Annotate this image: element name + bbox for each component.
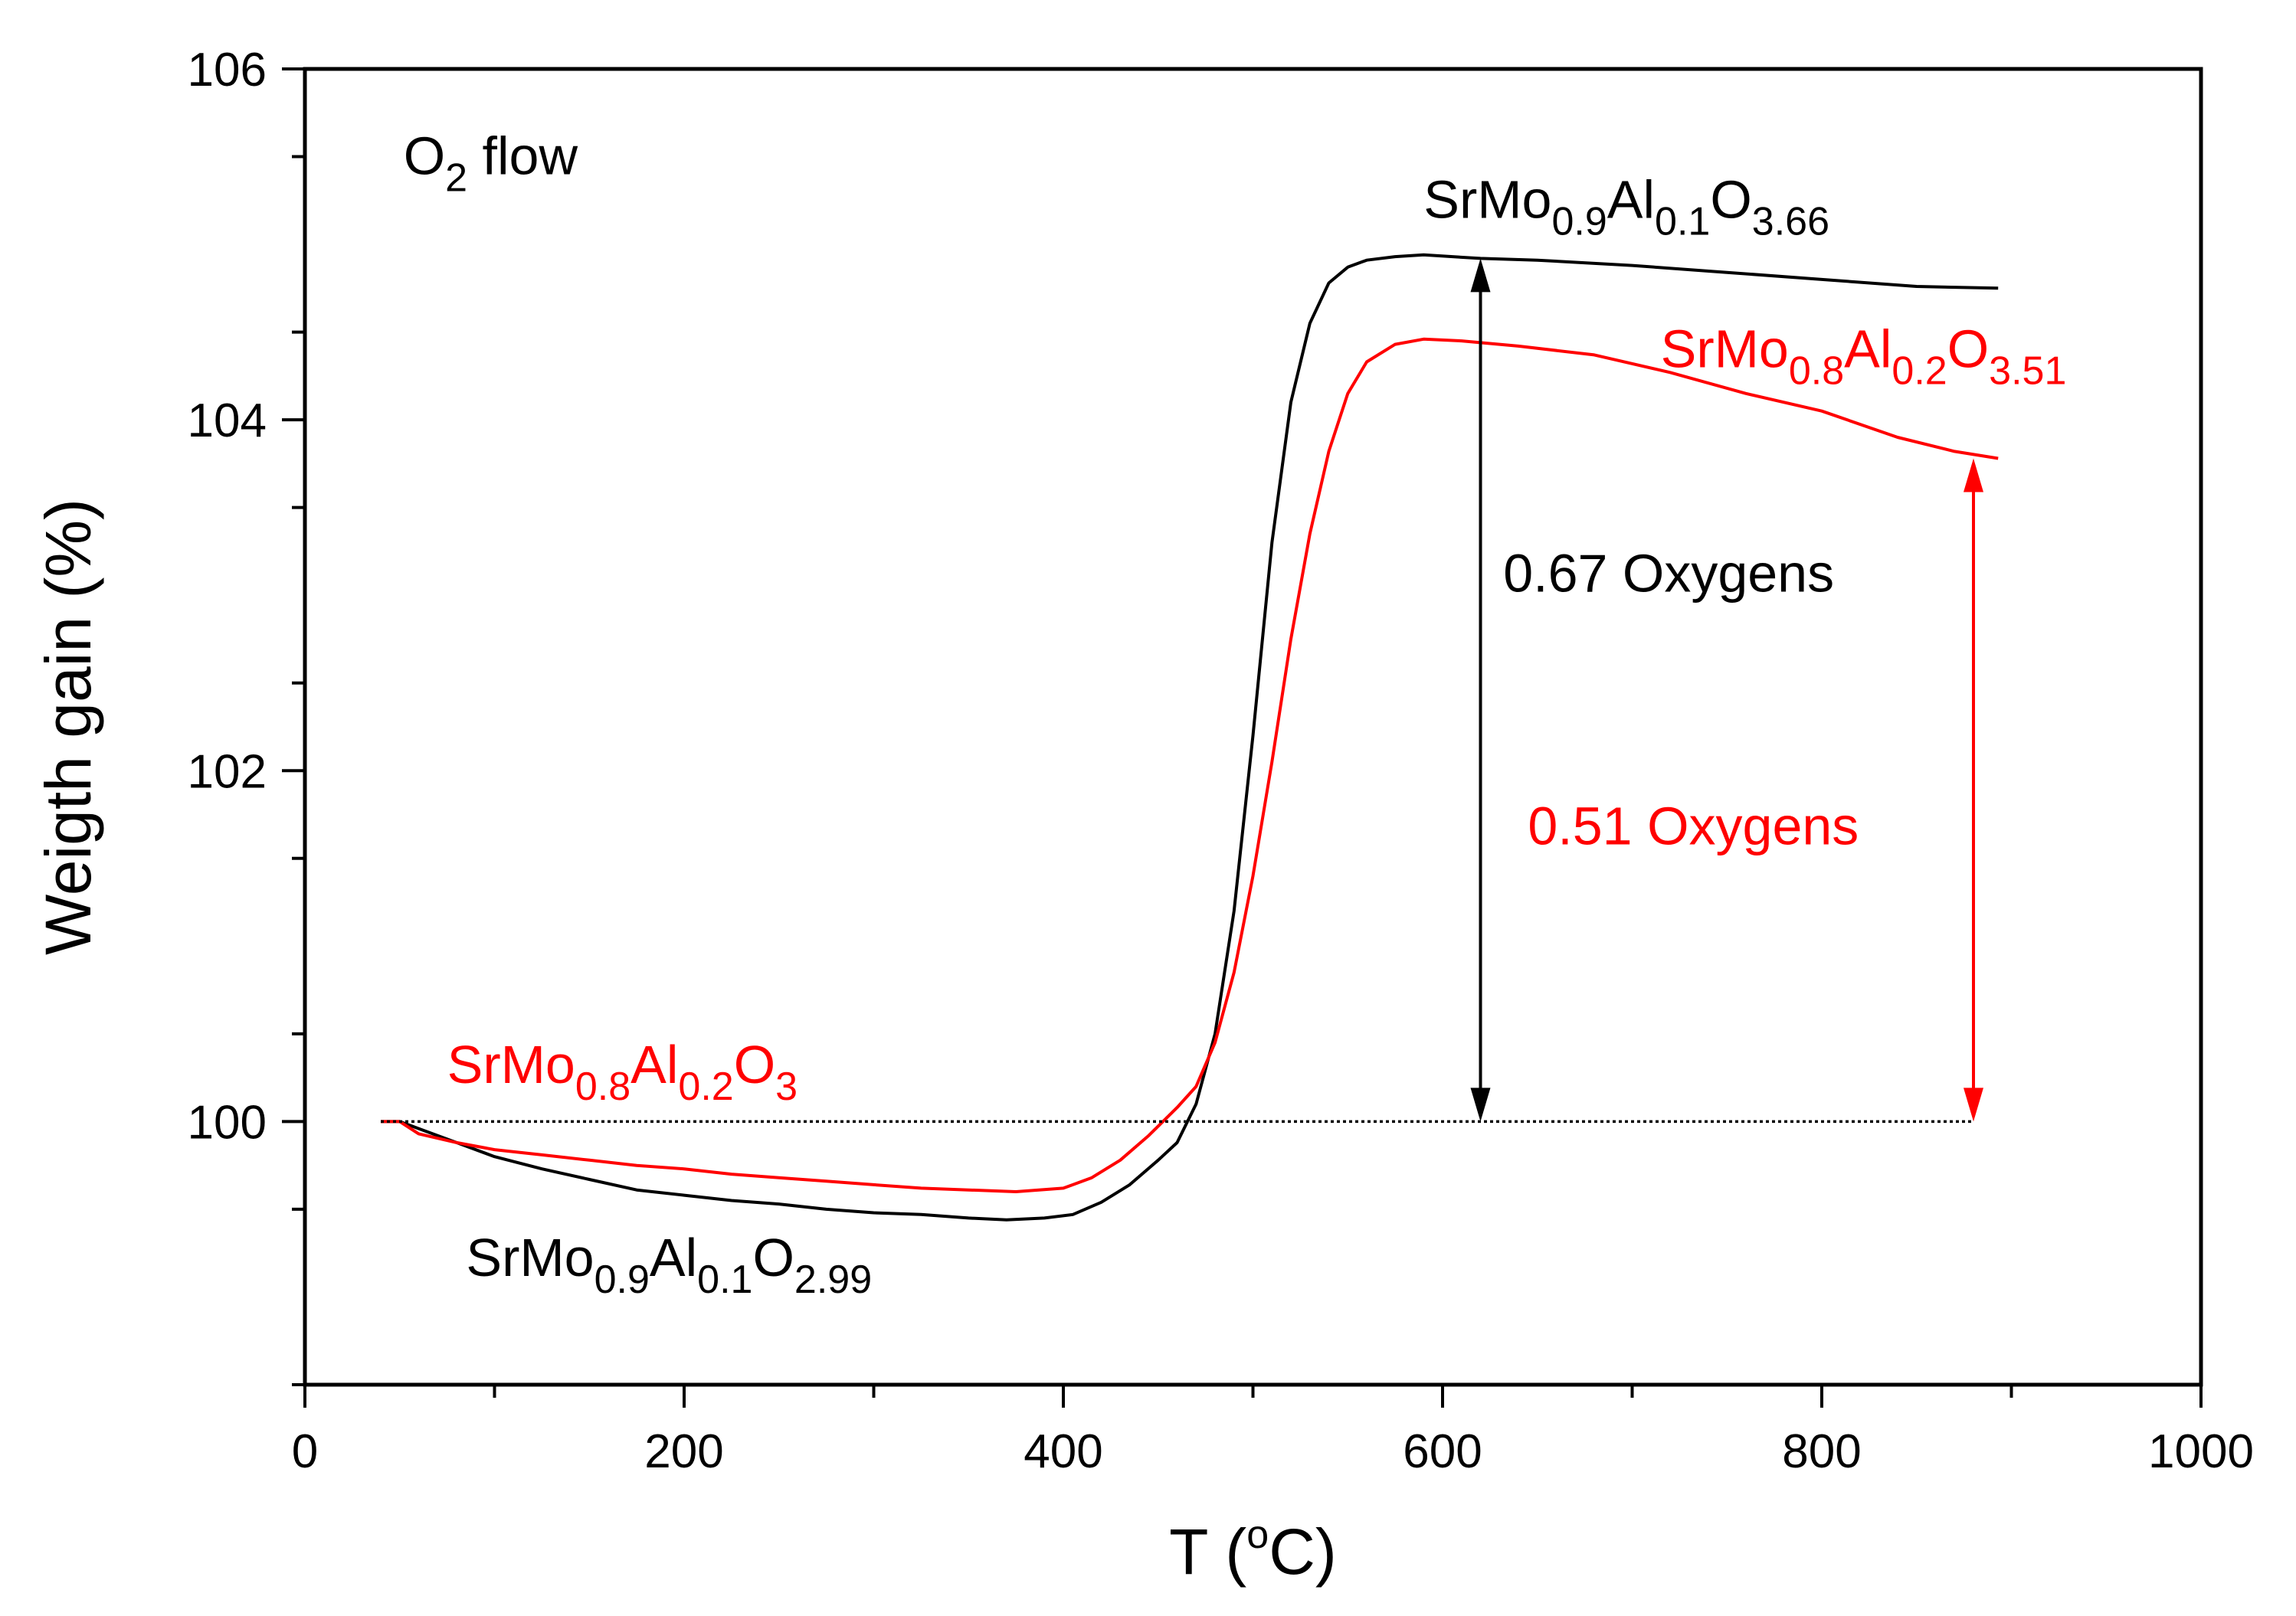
annotation-text: Al xyxy=(650,1228,697,1287)
series-line-2 xyxy=(381,337,1999,1193)
annotation-text: SrMo xyxy=(466,1228,594,1287)
annotation-subscript: 3.66 xyxy=(1752,200,1829,244)
annotation-text: O xyxy=(1947,319,1989,378)
y-tick-label: 104 xyxy=(188,394,267,447)
annotation-text: Al xyxy=(630,1035,678,1094)
annotation-text: 0.67 Oxygens xyxy=(1503,544,1834,604)
annotation-text: 0.51 Oxygens xyxy=(1528,796,1859,855)
annotation-text: Al xyxy=(1607,170,1655,230)
annotation-text: O xyxy=(1710,170,1751,230)
annotation-subscript: 0.8 xyxy=(575,1065,630,1109)
annotation-subscript: 3 xyxy=(775,1065,798,1109)
x-tick-label: 200 xyxy=(644,1425,723,1478)
annotation-label-black-oxygens: 0.67 Oxygens xyxy=(1503,544,1834,604)
annotation-text: SrMo xyxy=(1661,319,1789,378)
x-tick-label: 400 xyxy=(1024,1425,1102,1478)
annotation-o2-flow: O2 flow xyxy=(404,126,578,200)
annotation-subscript: 0.2 xyxy=(678,1065,733,1109)
series-line-1 xyxy=(381,253,1999,1222)
annotation-subscript: 0.2 xyxy=(1891,348,1947,393)
annotation-subscript: 0.1 xyxy=(1655,200,1710,244)
y-tick-label: 102 xyxy=(188,745,267,798)
annotation-text: O xyxy=(752,1228,794,1287)
series-layer xyxy=(381,253,1999,1222)
annotation-label-black-low: SrMo0.9Al0.1O2.99 xyxy=(466,1228,872,1302)
x-tick-label: 0 xyxy=(292,1425,318,1478)
annotation-text: SrMo xyxy=(447,1035,575,1094)
arrow-head-down xyxy=(1964,1088,1983,1122)
annotation-subscript: 0.9 xyxy=(1552,200,1607,244)
annotations-layer: O2 flowSrMo0.9Al0.1O3.66SrMo0.8Al0.2O3.5… xyxy=(404,126,2067,1302)
annotation-text: flow xyxy=(467,126,578,185)
ticks-layer: 0 200 400 600 800 1000 100 102 104 106 xyxy=(188,44,2254,1478)
annotation-label-red-oxygens: 0.51 Oxygens xyxy=(1528,796,1859,855)
arrow-head-up xyxy=(1964,458,1983,492)
x-tick-label: 800 xyxy=(1782,1425,1861,1478)
y-axis-title: Weigth gain (%) xyxy=(32,499,104,955)
annotation-subscript: 0.1 xyxy=(697,1258,752,1302)
annotation-text: Al xyxy=(1844,319,1891,378)
annotation-text: SrMo xyxy=(1423,170,1551,230)
annotation-subscript: 0.9 xyxy=(594,1258,650,1302)
annotation-label-black-high: SrMo0.9Al0.1O3.66 xyxy=(1423,170,1829,244)
y-tick-label: 100 xyxy=(188,1096,267,1149)
x-axis-title: T (oC) xyxy=(1169,1513,1337,1588)
annotation-text: O xyxy=(404,126,445,185)
x-axis-title-sup: o xyxy=(1246,1513,1269,1557)
x-tick-label: 600 xyxy=(1403,1425,1482,1478)
annotation-text: O xyxy=(734,1035,775,1094)
annotation-subscript: 0.8 xyxy=(1789,348,1844,393)
y-tick-label: 106 xyxy=(188,44,267,97)
arrow-2 xyxy=(1964,458,1983,1122)
annotation-label-red-high: SrMo0.8Al0.2O3.51 xyxy=(1661,319,2067,393)
x-axis-title-main: T ( xyxy=(1169,1516,1246,1588)
annotation-label-red-low: SrMo0.8Al0.2O3 xyxy=(447,1035,798,1109)
arrow-head-up xyxy=(1470,258,1491,293)
x-tick-label: 1000 xyxy=(2148,1425,2254,1478)
annotation-subscript: 3.51 xyxy=(1989,348,2066,393)
x-axis-title-unit: C) xyxy=(1269,1516,1337,1588)
annotation-subscript: 2 xyxy=(445,155,467,200)
arrow-1 xyxy=(1470,258,1491,1122)
arrows-layer xyxy=(1470,258,1983,1122)
arrow-head-down xyxy=(1470,1088,1491,1122)
annotation-subscript: 2.99 xyxy=(794,1258,872,1302)
